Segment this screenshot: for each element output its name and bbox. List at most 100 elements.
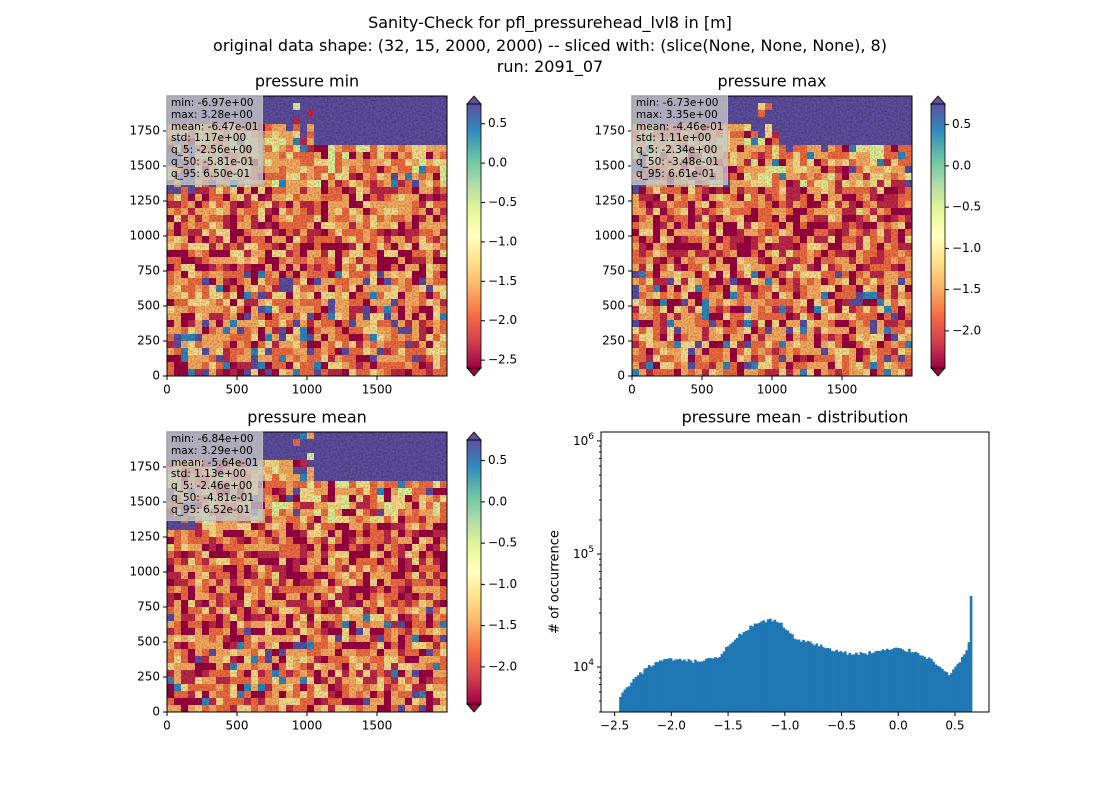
histogram-bar bbox=[740, 634, 744, 712]
colorbar-tick-label: 0.0 bbox=[488, 156, 507, 170]
x-tick-label: 1000 bbox=[757, 383, 788, 397]
histogram-bar bbox=[720, 653, 724, 712]
histogram-bar bbox=[731, 642, 735, 712]
y-tick-label: 750 bbox=[137, 264, 160, 278]
colorbar-tick-label: −0.5 bbox=[952, 200, 981, 214]
histogram-bar bbox=[729, 643, 733, 712]
histogram-bar bbox=[658, 660, 662, 712]
chart-title: pressure mean - distribution bbox=[682, 408, 909, 427]
histogram-bar bbox=[627, 686, 631, 712]
colorbar-tick-label: −1.0 bbox=[488, 577, 517, 591]
y-tick-label: 1500 bbox=[129, 495, 160, 509]
y-tick-label: 500 bbox=[137, 299, 160, 313]
x-tick-label: 500 bbox=[226, 719, 249, 733]
histogram-bar bbox=[685, 661, 688, 712]
histogram-bar bbox=[663, 658, 666, 712]
histogram-bar bbox=[669, 658, 673, 712]
x-tick-label: 0 bbox=[163, 383, 171, 397]
histogram-bar bbox=[625, 687, 629, 712]
x-tick-label: 1500 bbox=[827, 383, 858, 397]
histogram-bar bbox=[634, 676, 638, 712]
histogram-bar bbox=[749, 625, 752, 712]
y-tick-label: 500 bbox=[137, 635, 160, 649]
histogram-bar bbox=[647, 664, 651, 712]
histogram-bar bbox=[711, 658, 715, 712]
x-tick-label: 1000 bbox=[292, 383, 323, 397]
y-tick-label: 1500 bbox=[594, 159, 625, 173]
histogram-bar bbox=[702, 660, 706, 712]
histogram-bar bbox=[630, 682, 633, 712]
y-tick-label: 0 bbox=[152, 705, 160, 719]
colorbar-tick-label: −1.0 bbox=[488, 234, 517, 248]
figure-title-line-3: run: 2091_07 bbox=[496, 57, 604, 76]
colorbar bbox=[467, 440, 481, 704]
x-tick-label: 500 bbox=[226, 383, 249, 397]
x-tick-label: 1000 bbox=[292, 719, 323, 733]
histogram-bar bbox=[725, 647, 728, 712]
histogram-bar bbox=[722, 651, 726, 712]
histogram-bar bbox=[707, 657, 710, 712]
y-tick-label: 500 bbox=[602, 299, 625, 313]
y-tick-label: 1750 bbox=[129, 460, 160, 474]
histogram-bars bbox=[619, 595, 973, 712]
histogram-bar bbox=[736, 637, 739, 712]
histogram-bar bbox=[654, 662, 658, 712]
histogram-bar bbox=[687, 659, 691, 712]
histogram-bar bbox=[619, 696, 622, 712]
colorbar-tick-label: −2.0 bbox=[488, 659, 517, 673]
panel-title: pressure mean bbox=[247, 408, 367, 427]
colorbar-extend-top bbox=[930, 95, 946, 105]
colorbar-frame bbox=[466, 439, 482, 705]
y-tick-label: 250 bbox=[602, 334, 625, 348]
y-tick-label: 1250 bbox=[594, 194, 625, 208]
histogram-bar bbox=[641, 673, 644, 712]
figure-title-line-1: Sanity-Check for pfl_pressurehead_lvl8 i… bbox=[368, 13, 732, 32]
colorbar-tick-label: −1.5 bbox=[488, 618, 517, 632]
histogram-bar bbox=[700, 661, 704, 712]
map-image bbox=[167, 96, 448, 377]
colorbar-tick-label: 0.5 bbox=[488, 453, 507, 467]
histogram-bar bbox=[636, 675, 640, 712]
histogram-bar bbox=[661, 660, 664, 712]
y-tick-label: 1000 bbox=[129, 565, 160, 579]
colorbar-tick-label: −1.5 bbox=[952, 282, 981, 296]
histogram-bar bbox=[680, 660, 684, 712]
histogram-bar bbox=[696, 661, 699, 712]
y-tick-label: 250 bbox=[137, 670, 160, 684]
histogram-bar bbox=[638, 672, 642, 712]
colorbar-tick-label: 0.5 bbox=[488, 116, 507, 130]
histogram-bar bbox=[716, 658, 719, 712]
histogram-bar bbox=[667, 658, 671, 712]
colorbar-tick-label: −2.0 bbox=[952, 323, 981, 337]
histogram-bar bbox=[691, 662, 695, 712]
histogram-bar bbox=[650, 666, 653, 712]
histogram-bar bbox=[656, 662, 660, 712]
colorbar-tick-label: −2.0 bbox=[488, 313, 517, 327]
y-tick-label: 1750 bbox=[129, 124, 160, 138]
colorbar-tick-label: −1.0 bbox=[952, 241, 981, 255]
colorbar-extend-bottom bbox=[466, 703, 482, 713]
histogram-bar bbox=[727, 646, 730, 712]
histogram-bar bbox=[705, 658, 708, 712]
colorbar-tick-label: 0.0 bbox=[952, 158, 971, 172]
histogram-bar bbox=[652, 665, 655, 712]
histogram-bar bbox=[643, 668, 647, 712]
colorbar bbox=[467, 104, 481, 368]
panel-title: pressure max bbox=[717, 72, 826, 91]
histogram-bar bbox=[645, 667, 649, 712]
x-tick-label: 1500 bbox=[362, 719, 393, 733]
y-tick-label: 250 bbox=[137, 334, 160, 348]
colorbar-tick-label: −1.5 bbox=[488, 274, 517, 288]
x-tick-label: 0 bbox=[628, 383, 636, 397]
histogram-bar bbox=[698, 661, 702, 712]
colorbar-extend-top bbox=[466, 95, 482, 105]
histogram-bar bbox=[694, 659, 697, 712]
y-tick-label: 1500 bbox=[129, 159, 160, 173]
histogram-bar bbox=[632, 678, 635, 712]
y-tick-label: 1000 bbox=[129, 229, 160, 243]
colorbar-extend-bottom bbox=[466, 367, 482, 377]
figure-title-line-2: original data shape: (32, 15, 2000, 2000… bbox=[213, 36, 887, 55]
colorbar-tick-label: −2.5 bbox=[488, 353, 517, 367]
y-tick-label: 0 bbox=[617, 369, 625, 383]
panel-title: pressure min bbox=[255, 72, 359, 91]
